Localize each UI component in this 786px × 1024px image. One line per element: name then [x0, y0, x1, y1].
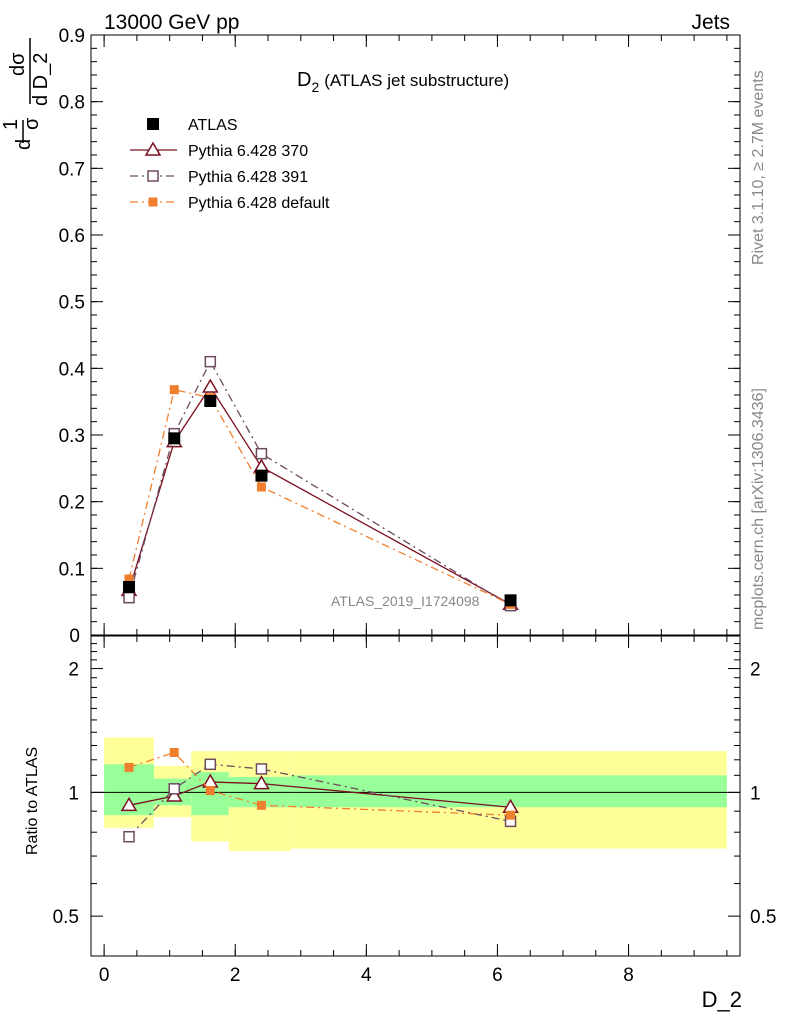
header-left: 13000 GeV pp [104, 11, 239, 34]
legend-marker [147, 170, 159, 182]
ratio-series-1-point [123, 830, 135, 843]
side-label-mcplots: mcplots.cern.ch [arXiv:1306.3436] [750, 388, 767, 630]
ratio-ytick-label: 0.5 [53, 907, 79, 928]
title-rest: (ATLAS jet substructure) [324, 71, 509, 90]
ratio-series-1-point [255, 763, 268, 775]
ratio-series-2-line [128, 751, 511, 816]
legend-label: Pythia 6.428 391 [188, 169, 308, 186]
main-ytick-label: 0.6 [59, 226, 85, 247]
ratio-xtick-label: 2 [230, 965, 241, 986]
main-series-1-line [128, 385, 511, 605]
legend: ATLAS Pythia 6.428 370 Pythia 6.428 391 Pyt… [130, 117, 330, 212]
ratio-xtick-label: 6 [492, 965, 503, 986]
main-series-3-point [169, 385, 179, 395]
main-ytick-label: 0.5 [59, 293, 85, 314]
ratio-ytick-label-right: 1 [750, 783, 761, 804]
main-series-2-point [204, 355, 217, 368]
ratio-xtick-label: 8 [623, 965, 634, 986]
legend-marker [144, 141, 162, 156]
main-series-0-point [168, 432, 181, 445]
main-series-0-point [123, 581, 136, 593]
ratio-series-2-point [169, 748, 179, 758]
legend-label: Pythia 6.428 370 [188, 143, 308, 160]
main-ytick-label: 0.9 [59, 26, 85, 47]
ratio-series-1-point [168, 783, 181, 795]
ratio-y-axis-title: Ratio to ATLAS [24, 747, 41, 855]
header-right: Jets [691, 11, 730, 34]
legend-marker [148, 197, 158, 207]
ratio-series-2-point [124, 762, 134, 772]
main-ytick-label: 0.2 [59, 493, 85, 514]
ylabel-sigma: σ [21, 117, 43, 130]
ratio-plot-frame [90, 635, 741, 957]
ratio-ytick-label-right: 0.5 [750, 907, 776, 928]
ratio-series-2-point [205, 786, 215, 796]
title-main: D [297, 69, 311, 91]
ratio-xtick-label: 4 [361, 965, 372, 986]
main-title: D2 (ATLAS jet substructure) [297, 69, 509, 95]
ratio-series-2-point [506, 810, 516, 820]
ratio-xtick-label: 0 [99, 965, 110, 986]
main-series-3-point [256, 482, 266, 492]
main-series-2-point [123, 591, 135, 604]
main-plot-frame [90, 34, 741, 636]
ylabel-dsigma: dσ [7, 52, 29, 76]
main-series-3-line [128, 388, 511, 605]
side-label-rivet: Rivet 3.1.10, ≥ 2.7M events [750, 70, 767, 265]
main-y-ticks: 0.1 0.2 0.3 0.4 0.5 0.6 0.7 0.8 0.9 0 [59, 26, 740, 647]
ratio-ytick-label: 1 [68, 783, 79, 804]
main-ytick-label: 0.8 [59, 93, 85, 114]
y-axis-title: d 1 σ dσ d D_2 [0, 38, 52, 150]
main-ytick-label: 0.4 [59, 359, 86, 380]
ylabel-d: d [13, 139, 35, 150]
ratio-series-0-point [165, 787, 183, 802]
main-series-0-point [204, 395, 217, 407]
ratio-series-1-point [204, 758, 217, 771]
ratio-series [120, 748, 519, 843]
main-series-0-point [504, 594, 517, 607]
legend-marker [147, 118, 159, 130]
main-series-0-point [255, 469, 268, 482]
main-ytick-label-zero: 0 [69, 626, 80, 647]
title-subscript: 2 [311, 79, 319, 95]
main-ytick-label: 0.3 [59, 426, 85, 447]
main-ytick-label: 0.7 [59, 159, 85, 180]
ratio-ytick-label: 2 [68, 660, 79, 681]
ylabel-dvar: d D_2 [30, 53, 52, 106]
legend-label: ATLAS [188, 117, 238, 134]
ratio-uncertainty-bands [91, 737, 740, 852]
ratio-ytick-label-right: 2 [750, 660, 761, 681]
main-series-3-point [124, 574, 134, 584]
main-ytick-label: 0.1 [59, 559, 85, 580]
main-series [120, 355, 519, 612]
analysis-watermark: ATLAS_2019_I1724098 [331, 593, 480, 609]
x-axis-title: D_2 [702, 987, 742, 1012]
legend-label: Pythia 6.428 default [188, 195, 330, 212]
ratio-series-0-point [120, 796, 138, 812]
ylabel-one: 1 [0, 119, 22, 130]
ratio-series-0-point [253, 775, 270, 790]
ratio-ticks: 0.5 0.5 1 1 2 2 0 2 4 6 8 [53, 636, 776, 986]
main-series-1-point [202, 378, 219, 393]
main-series-2-point [255, 447, 268, 460]
ratio-series-2-point [256, 800, 266, 810]
main-series-2-line [128, 360, 511, 607]
